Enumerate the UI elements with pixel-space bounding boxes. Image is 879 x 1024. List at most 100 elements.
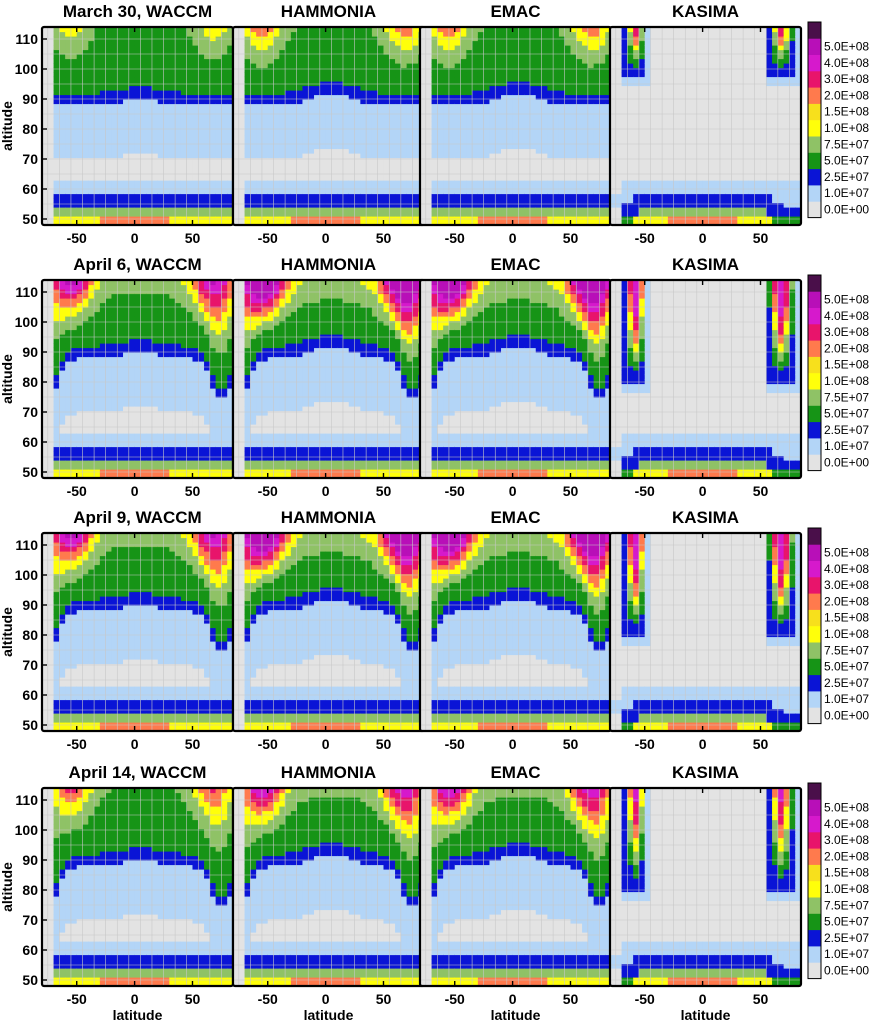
heat-cell — [192, 148, 199, 154]
heat-cell — [460, 121, 467, 127]
heat-cell — [656, 198, 663, 204]
heat-cell — [558, 54, 566, 60]
heat-cell — [477, 162, 485, 168]
heat-cell — [192, 144, 199, 150]
heat-cell — [76, 85, 84, 91]
heat-cell — [518, 193, 525, 199]
heat-cell — [273, 166, 280, 172]
heat-cell — [204, 81, 211, 87]
heat-cell — [425, 90, 433, 96]
heat-cell — [111, 76, 118, 82]
heat-cell — [192, 40, 199, 46]
heat-cell — [134, 126, 141, 132]
heat-cell — [47, 103, 55, 109]
heat-cell — [633, 36, 640, 42]
heat-cell — [466, 202, 473, 208]
heat-cell — [192, 171, 199, 177]
heat-cell — [448, 67, 456, 73]
heat-cell — [431, 108, 438, 114]
heat-cell — [644, 27, 652, 33]
heat-cell — [53, 189, 60, 195]
heat-cell — [477, 126, 485, 132]
heat-cell — [279, 45, 286, 51]
heat-cell — [605, 49, 611, 55]
heat-cell — [204, 171, 211, 177]
heat-cell — [42, 157, 49, 163]
heat-cell — [296, 126, 304, 132]
heat-cell — [82, 202, 89, 208]
heat-cell — [314, 112, 321, 118]
heat-cell — [512, 31, 519, 37]
heat-cell — [558, 180, 566, 186]
heat-cell — [383, 45, 390, 51]
heat-cell — [279, 117, 286, 123]
heat-cell — [319, 153, 327, 159]
heat-cell — [587, 189, 595, 195]
heat-cell — [406, 72, 414, 78]
heat-cell — [448, 135, 456, 141]
heat-cell — [308, 198, 315, 204]
heat-cell — [65, 90, 72, 96]
heat-cell — [644, 211, 652, 217]
heat-cell — [325, 171, 332, 177]
heat-cell — [489, 45, 496, 51]
heat-cell — [529, 36, 537, 42]
heat-cell — [460, 49, 467, 55]
heat-cell — [535, 76, 543, 82]
heat-cell — [169, 216, 176, 222]
heat-cell — [547, 90, 554, 96]
heat-cell — [400, 54, 408, 60]
heat-cell — [186, 108, 194, 114]
heat-cell — [204, 90, 211, 96]
heat-cell — [151, 58, 159, 64]
heat-cell — [389, 54, 396, 60]
heat-cell — [495, 76, 502, 82]
heat-cell — [65, 45, 72, 51]
heat-cell — [541, 90, 548, 96]
heat-cell — [627, 67, 634, 73]
heat-cell — [186, 207, 194, 213]
heat-cell — [615, 108, 623, 114]
heat-cell — [610, 63, 617, 69]
heat-cell — [105, 130, 113, 136]
heat-cell — [105, 90, 113, 96]
heat-cell — [111, 144, 118, 150]
heat-cell — [627, 171, 634, 177]
heat-cell — [134, 108, 141, 114]
heat-cell — [244, 117, 251, 123]
heat-cell — [337, 135, 344, 141]
heat-cell — [656, 94, 663, 100]
heat-cell — [437, 220, 444, 225]
heat-cell — [82, 171, 89, 177]
heat-cell — [59, 135, 66, 141]
heat-cell — [204, 112, 211, 118]
heat-cell — [400, 171, 408, 177]
heat-cell — [615, 220, 623, 225]
heat-cell — [337, 63, 344, 69]
heat-cell — [650, 207, 657, 213]
heat-cell — [354, 126, 361, 132]
heat-cell — [662, 144, 669, 150]
heat-cell — [377, 130, 385, 136]
heat-cell — [105, 189, 113, 195]
heat-cell — [117, 94, 124, 100]
heat-cell — [437, 207, 444, 213]
heat-cell — [319, 139, 327, 145]
heat-cell — [267, 27, 275, 33]
heat-cell — [117, 193, 124, 199]
heat-cell — [420, 193, 427, 199]
heat-cell — [389, 175, 396, 181]
heat-cell — [587, 40, 595, 46]
heat-cell — [244, 175, 251, 181]
heat-cell — [244, 162, 251, 168]
heat-cell — [273, 162, 280, 168]
heat-cell — [221, 27, 228, 33]
heat-cell — [627, 180, 634, 186]
heat-cell — [296, 108, 304, 114]
heat-cell — [558, 76, 566, 82]
heat-cell — [308, 72, 315, 78]
heat-cell — [395, 67, 402, 73]
heat-cell — [477, 27, 485, 33]
heat-cell — [53, 126, 60, 132]
heat-cell — [389, 184, 396, 190]
